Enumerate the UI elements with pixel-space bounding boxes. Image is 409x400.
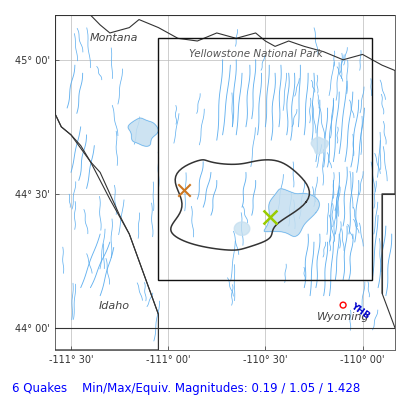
Polygon shape [128, 118, 158, 146]
Text: Montana: Montana [89, 33, 138, 43]
Bar [158, 38, 371, 280]
Point [180, 187, 187, 193]
Polygon shape [310, 137, 328, 154]
Point [339, 302, 346, 308]
Polygon shape [263, 189, 319, 236]
Point [266, 214, 273, 220]
Text: YHB: YHB [348, 301, 370, 320]
Text: 6 Quakes    Min/Max/Equiv. Magnitudes: 0.19 / 1.05 / 1.428: 6 Quakes Min/Max/Equiv. Magnitudes: 0.19… [12, 382, 360, 395]
Polygon shape [234, 222, 249, 235]
Text: Idaho: Idaho [98, 302, 129, 312]
Text: Wyoming: Wyoming [316, 312, 369, 322]
Text: Yellowstone National Park: Yellowstone National Park [188, 50, 322, 60]
